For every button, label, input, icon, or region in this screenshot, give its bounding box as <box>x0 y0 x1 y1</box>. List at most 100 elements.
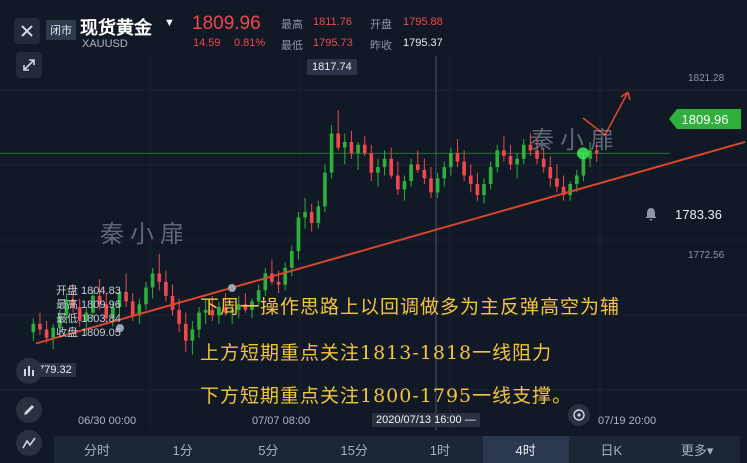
candle-body <box>58 315 62 328</box>
candle-body <box>157 273 162 282</box>
candle-body <box>183 323 188 341</box>
candle-body <box>422 169 427 179</box>
open-value: 1795.88 <box>403 16 443 28</box>
tab-timeframe[interactable]: 1时 <box>429 443 450 458</box>
candle-body <box>396 175 400 190</box>
candle-body <box>289 251 294 268</box>
ohlc-close: 收盘 1809.05 <box>56 327 121 339</box>
candle-body <box>130 301 135 316</box>
x-axis-label: 07/07 08:00 <box>252 415 311 427</box>
x-axis-label: 07/19 20:00 <box>598 415 657 427</box>
prev-close-value: 1795.37 <box>403 37 443 49</box>
analysis-note-3: 下方短期重点关注1800-1795一线支撑。 <box>200 385 573 407</box>
candle-body <box>263 273 268 291</box>
instrument-title[interactable]: 现货黄金 <box>80 18 152 38</box>
tab-more[interactable]: 更多▾ <box>680 443 714 458</box>
candle-body <box>369 153 374 173</box>
candle-body <box>429 178 433 193</box>
candle-body <box>594 150 599 154</box>
tab-timeframe[interactable]: 1分 <box>172 443 193 458</box>
candle-body <box>104 304 109 319</box>
draw-icon[interactable] <box>16 397 42 423</box>
candle-body <box>283 267 287 285</box>
open-label: 开盘 <box>370 19 392 31</box>
forecast-arrow <box>582 91 629 137</box>
candle-body <box>84 312 89 322</box>
candle-body <box>343 141 347 148</box>
last-price: 1809.96 <box>192 13 261 34</box>
candle-body <box>230 309 234 313</box>
candle-body <box>170 295 175 310</box>
candle-body <box>555 178 559 187</box>
candle-body <box>495 150 500 168</box>
bell-icon[interactable] <box>643 206 659 227</box>
ohlc-high: 最高 1809.96 <box>56 299 121 311</box>
candle-body <box>356 144 360 154</box>
ohlc-open: 开盘 1804.83 <box>56 285 121 297</box>
instrument-symbol: XAUUSD <box>82 38 128 50</box>
chevron-down-icon[interactable]: ▼ <box>164 17 175 29</box>
indicator-icon[interactable] <box>16 358 42 384</box>
tab-timeframe[interactable]: 5分 <box>258 443 279 458</box>
candle-body <box>581 158 586 176</box>
candle-body <box>51 327 56 338</box>
analysis-note-2: 上方短期重点关注1813-1818一线阻力 <box>200 342 553 364</box>
candle-body <box>475 183 480 196</box>
candle-body <box>336 133 341 148</box>
candle-body <box>210 309 215 316</box>
back-icon[interactable] <box>14 18 40 44</box>
candle-body <box>137 304 142 316</box>
market-status-badge: 闭市 <box>46 20 76 40</box>
candle-body <box>402 181 407 190</box>
candle-body <box>270 273 274 282</box>
candle-body <box>588 150 592 159</box>
candle-body <box>117 291 122 308</box>
candle-body <box>256 290 261 302</box>
candle-body <box>276 281 281 285</box>
y-axis-label: 1821.28 <box>688 73 725 84</box>
candle-body <box>323 172 327 207</box>
candle-body <box>150 273 155 288</box>
candle-body <box>548 167 553 179</box>
tab-timeframe[interactable]: 分时 <box>83 443 110 458</box>
trendline-anchor <box>116 324 124 332</box>
candle-body <box>528 144 533 151</box>
candle-body <box>303 211 307 218</box>
candle-body <box>316 206 321 224</box>
candle-body <box>97 295 102 305</box>
candle-body <box>389 158 394 176</box>
tab-timeframe[interactable]: 15分 <box>340 443 368 458</box>
ohlc-low: 最低 1803.84 <box>56 313 121 325</box>
candle-body <box>521 144 526 159</box>
candle-body <box>250 301 254 310</box>
high-marker-tag: 1817.74 <box>307 59 357 75</box>
low-label: 最低 <box>281 40 303 52</box>
candle-body <box>296 217 301 252</box>
candle-body <box>44 329 49 338</box>
watermark-right: 秦小扉 <box>530 126 620 154</box>
candle-body <box>541 158 546 168</box>
candle-body <box>197 312 201 330</box>
tab-timeframe-active[interactable]: 4时 <box>482 436 569 463</box>
candle-body <box>415 164 420 170</box>
tab-timeframe[interactable]: 日K <box>600 443 623 458</box>
candle-body <box>561 186 566 196</box>
candle-body <box>164 281 168 296</box>
candle-body <box>38 323 42 330</box>
candle-body <box>449 153 453 168</box>
expand-icon[interactable] <box>16 52 42 78</box>
candle-body <box>243 304 248 310</box>
candle-body <box>435 178 440 193</box>
candle-body <box>349 141 354 154</box>
x-axis-label: 06/30 00:00 <box>78 415 137 427</box>
target-icon[interactable] <box>568 404 590 426</box>
forecast-arrowhead <box>620 91 631 101</box>
quote-header: 闭市 现货黄金 ▼ XAUUSD 1809.96 14.59 0.81% 最高 … <box>0 0 747 56</box>
candle-body <box>574 175 579 184</box>
measure-icon[interactable] <box>16 430 42 456</box>
high-label: 最高 <box>281 19 303 31</box>
candle-body <box>203 309 208 313</box>
crosshair-time-label: 2020/07/13 16:00 ― <box>372 413 480 427</box>
alert-level-tag[interactable]: 1783.36 <box>675 207 722 222</box>
